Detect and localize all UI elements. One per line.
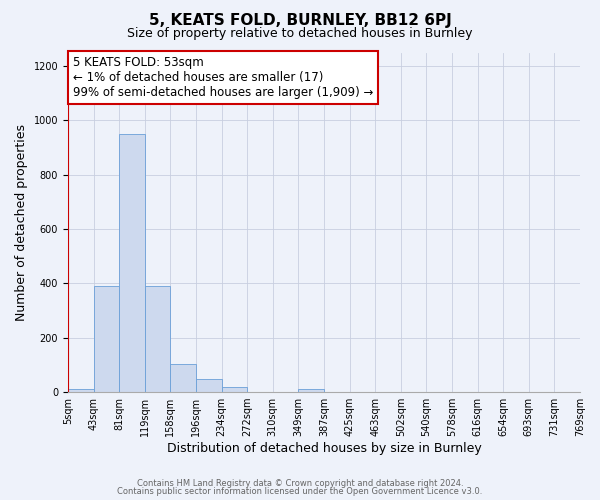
Y-axis label: Number of detached properties: Number of detached properties (15, 124, 28, 321)
Bar (196, 378, 221, 392)
Text: 5 KEATS FOLD: 53sqm
← 1% of detached houses are smaller (17)
99% of semi-detache: 5 KEATS FOLD: 53sqm ← 1% of detached hou… (73, 56, 373, 99)
Bar (170, 364, 196, 392)
Bar (119, 134, 145, 392)
Bar (298, 390, 324, 392)
Bar (94, 286, 119, 392)
Bar (68, 390, 94, 392)
X-axis label: Distribution of detached houses by size in Burnley: Distribution of detached houses by size … (167, 442, 481, 455)
Text: 5, KEATS FOLD, BURNLEY, BB12 6PJ: 5, KEATS FOLD, BURNLEY, BB12 6PJ (149, 12, 451, 28)
Text: Contains public sector information licensed under the Open Government Licence v3: Contains public sector information licen… (118, 487, 482, 496)
Text: Contains HM Land Registry data © Crown copyright and database right 2024.: Contains HM Land Registry data © Crown c… (137, 478, 463, 488)
Text: Size of property relative to detached houses in Burnley: Size of property relative to detached ho… (127, 28, 473, 40)
Bar (221, 387, 247, 392)
Bar (145, 286, 170, 392)
